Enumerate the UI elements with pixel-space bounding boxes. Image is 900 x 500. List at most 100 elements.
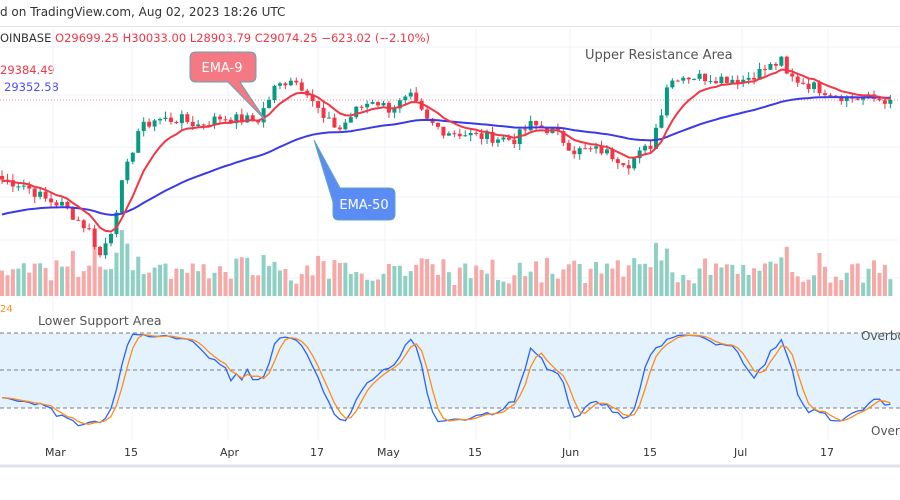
candle-body bbox=[354, 106, 359, 118]
stoch-k-line bbox=[1, 333, 891, 427]
volume-bar bbox=[452, 284, 457, 296]
volume-bar bbox=[65, 266, 70, 296]
volume-bar bbox=[654, 242, 658, 296]
volume-bar bbox=[490, 259, 495, 296]
symbol: OINBASE bbox=[0, 31, 52, 45]
volume-bar bbox=[664, 248, 669, 296]
candle-body bbox=[109, 233, 113, 244]
volume-bar bbox=[370, 280, 375, 296]
candle-body bbox=[316, 101, 321, 108]
candle-body bbox=[21, 185, 26, 187]
candle-body bbox=[561, 131, 566, 144]
candle-body bbox=[348, 117, 353, 123]
volume-bar bbox=[98, 266, 103, 296]
candle-body bbox=[310, 95, 315, 102]
ema9-callout bbox=[189, 51, 267, 122]
volume-bar bbox=[430, 264, 435, 296]
candle-body bbox=[844, 96, 849, 102]
volume-bar bbox=[621, 276, 626, 296]
volume-bar bbox=[735, 273, 740, 296]
candle-body bbox=[441, 126, 446, 136]
volume-bar bbox=[583, 283, 588, 296]
candle-body bbox=[245, 115, 250, 123]
candle-body bbox=[604, 149, 609, 154]
volume-bar bbox=[136, 256, 141, 296]
volume-bar bbox=[54, 260, 59, 296]
candle-body bbox=[196, 124, 201, 127]
volume-bar bbox=[419, 258, 424, 296]
volume-bar bbox=[87, 265, 92, 296]
volume-bar bbox=[474, 265, 479, 296]
candle-body bbox=[32, 188, 37, 197]
volume-bar bbox=[692, 283, 697, 296]
candle-body bbox=[98, 246, 103, 256]
volume-bar bbox=[686, 280, 691, 296]
candle-body bbox=[43, 191, 48, 199]
candle-body bbox=[719, 76, 724, 84]
candle-body bbox=[10, 180, 15, 187]
candle-body bbox=[103, 243, 108, 256]
candle-body bbox=[267, 99, 272, 109]
stoch-d-line bbox=[1, 333, 891, 425]
candle-body bbox=[839, 96, 844, 102]
volume-bar bbox=[550, 273, 555, 296]
candle-body bbox=[632, 158, 637, 169]
candle-body bbox=[147, 121, 152, 127]
volume-bar bbox=[713, 263, 718, 296]
candle-body bbox=[659, 115, 664, 128]
volume-bar bbox=[376, 279, 381, 296]
volume-bar bbox=[354, 272, 359, 296]
volume-bar bbox=[234, 258, 239, 296]
volume-bar bbox=[822, 266, 827, 296]
high-value: H30033.00 bbox=[122, 31, 187, 45]
candle-body bbox=[130, 152, 135, 162]
candle-body bbox=[817, 82, 822, 94]
ema50-callout bbox=[313, 139, 396, 221]
candle-body bbox=[158, 118, 163, 121]
candle-body bbox=[337, 127, 342, 130]
candle-body bbox=[38, 191, 43, 197]
candle-body bbox=[397, 100, 402, 109]
candle-body bbox=[234, 114, 239, 124]
candle-body bbox=[288, 80, 293, 86]
volume-bar bbox=[703, 258, 708, 296]
candle-body bbox=[446, 133, 451, 136]
volume-bar bbox=[517, 262, 522, 296]
candle-body bbox=[572, 150, 577, 155]
volume-bar bbox=[566, 264, 571, 296]
volume-bar bbox=[310, 275, 315, 296]
volume-bar bbox=[506, 283, 511, 296]
volume-bar bbox=[348, 273, 353, 296]
candle-body bbox=[381, 102, 386, 106]
ema50-callout-label: EMA-50 bbox=[339, 198, 388, 213]
volume-bar bbox=[795, 276, 800, 296]
ema50-value: 29352.58 bbox=[4, 80, 59, 94]
candle-body bbox=[261, 108, 266, 123]
volume-bar bbox=[659, 260, 664, 296]
volume-bar bbox=[850, 264, 855, 296]
candle-body bbox=[228, 119, 233, 124]
candle-body bbox=[163, 117, 168, 119]
volume-bar bbox=[882, 264, 887, 296]
candle-body bbox=[321, 107, 326, 118]
candle-body bbox=[784, 56, 789, 74]
volume-bar bbox=[76, 276, 81, 296]
candle-body bbox=[250, 115, 255, 120]
volume-bar bbox=[250, 275, 255, 296]
volume-bar bbox=[610, 268, 615, 296]
volume-bar bbox=[283, 269, 288, 296]
volume-bar bbox=[719, 267, 724, 296]
volume-bar bbox=[288, 280, 293, 296]
candle-body bbox=[125, 161, 130, 181]
candle-body bbox=[643, 145, 648, 151]
volume-bar bbox=[555, 278, 560, 296]
volume-bar bbox=[386, 264, 391, 296]
volume-bar bbox=[272, 261, 277, 296]
volume-bar bbox=[594, 261, 599, 296]
volume-bar bbox=[806, 279, 811, 296]
volume-bar bbox=[441, 259, 446, 296]
candle-body bbox=[179, 114, 184, 124]
volume-bar bbox=[626, 265, 631, 296]
volume-bar bbox=[495, 279, 500, 296]
